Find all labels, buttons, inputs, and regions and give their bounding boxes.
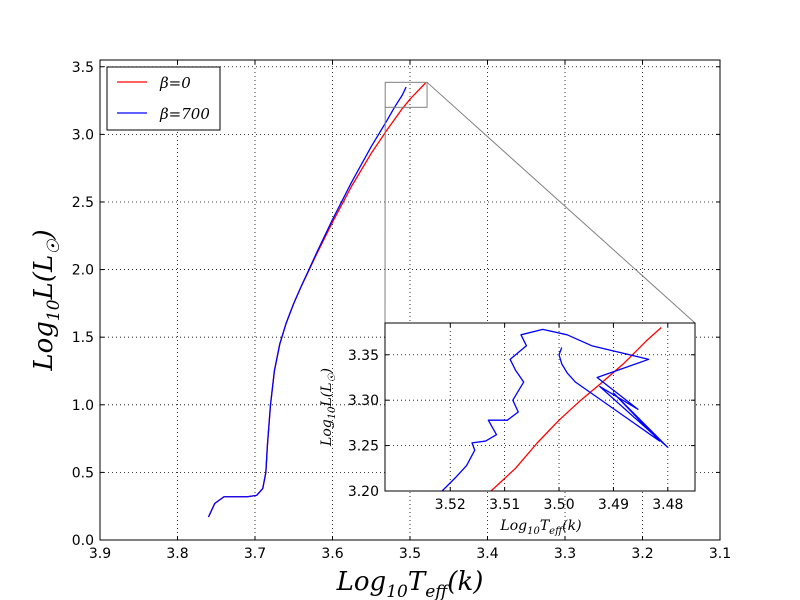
main-xtick-label: 3.3 — [554, 546, 576, 562]
inset-plot-area — [385, 323, 695, 491]
inset-xtick-label: 3.51 — [489, 497, 520, 513]
main-xtick-label: 3.8 — [166, 546, 188, 562]
main-ytick-label: 1.0 — [72, 398, 94, 414]
main-series-line-1 — [207, 86, 407, 518]
main-series — [207, 82, 426, 518]
inset-xtick-label: 3.52 — [435, 497, 466, 513]
legend-label-0: β=0 — [159, 74, 191, 92]
inset-ytick-label: 3.20 — [348, 484, 379, 500]
main-ytick-label: 3.0 — [72, 127, 94, 143]
inset-x-axis-title: Log10Teff(k) — [499, 518, 581, 537]
main-ytick-label: 3.5 — [72, 60, 94, 76]
inset-ticks: 3.52 3.51 3.50 3.49 3.48 3.20 3.25 3.30 3.35 — [348, 323, 695, 513]
zoom-box — [384, 81, 428, 108]
inset-series — [441, 327, 669, 491]
main-ytick-label: 1.5 — [72, 330, 94, 346]
main-y-axis-title: Log10L(L☉) — [29, 229, 64, 371]
main-xtick-label: 3.2 — [631, 546, 653, 562]
main-xtick-label: 3.7 — [244, 546, 266, 562]
main-x-axis-title: Log10Teff(k) — [336, 567, 484, 600]
zoom-connectors — [384, 81, 696, 324]
inset-series-line-0 — [490, 327, 662, 491]
inset-y-axis-title: Log10L(L☉) — [319, 368, 338, 447]
inset-series-line-1 — [441, 328, 669, 491]
inset-xtick-label: 3.49 — [598, 497, 629, 513]
legend: β=0 β=700 — [106, 66, 221, 131]
main-ytick-label: 0.0 — [72, 533, 94, 549]
inset-xtick-label: 3.48 — [652, 497, 683, 513]
inset-ytick-label: 3.35 — [348, 348, 379, 364]
main-xtick-label: 3.1 — [709, 546, 731, 562]
legend-box — [106, 66, 221, 131]
main-ytick-label: 0.5 — [72, 465, 94, 481]
inset-xtick-label: 3.50 — [543, 497, 574, 513]
main-ticks: 3.9 3.8 3.7 3.6 3.5 3.4 3.3 3.2 3.1 0.0 0.5 1.0 1.5 2… — [72, 60, 731, 562]
legend-label-1: β=700 — [159, 105, 210, 123]
main-xtick-label: 3.9 — [89, 546, 111, 562]
inset-ytick-label: 3.30 — [348, 393, 379, 409]
inset-ytick-label: 3.25 — [348, 439, 379, 455]
main-ytick-label: 2.5 — [72, 195, 94, 211]
zoom-connector-right — [426, 81, 696, 324]
main-ytick-label: 2.0 — [72, 263, 94, 279]
main-xtick-label: 3.4 — [476, 546, 498, 562]
main-xtick-label: 3.6 — [321, 546, 343, 562]
inset-plot-frame — [384, 322, 696, 492]
main-xtick-label: 3.5 — [399, 546, 421, 562]
